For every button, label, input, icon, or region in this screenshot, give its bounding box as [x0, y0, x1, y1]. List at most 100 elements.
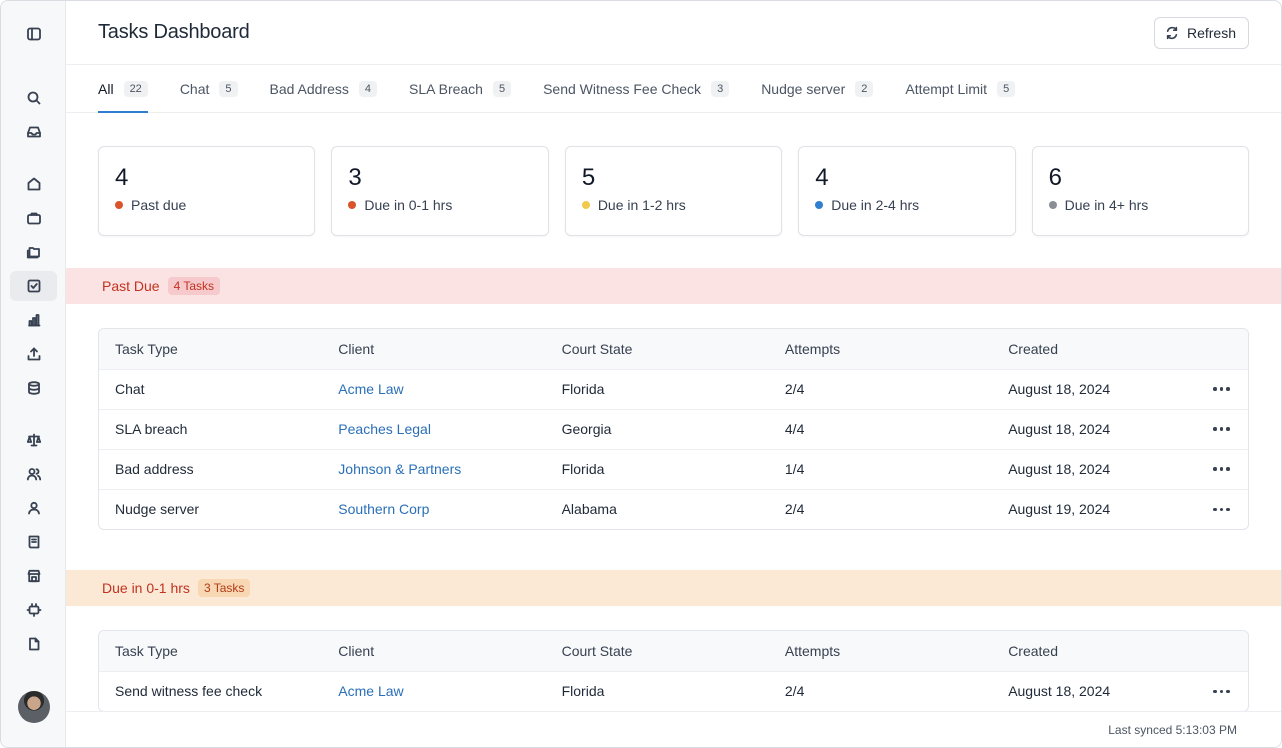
database-icon[interactable]: [10, 373, 57, 403]
client-link[interactable]: Johnson & Partners: [322, 448, 546, 489]
section-count-badge: 3 Tasks: [197, 579, 251, 597]
dashboard-content: 4 Past due 3 Due in 0-1 hrs 5 Due in 1-2…: [66, 113, 1281, 711]
card-label: Due in 2-4 hrs: [831, 197, 920, 213]
summary-card-due-0-1[interactable]: 3 Due in 0-1 hrs: [331, 146, 549, 236]
table-row[interactable]: Chat Acme Law Florida 2/4 August 18, 202…: [99, 368, 1248, 409]
table-row[interactable]: SLA breach Peaches Legal Georgia 4/4 Aug…: [99, 408, 1248, 449]
status-dot: [348, 201, 357, 209]
tab-count: 22: [123, 80, 148, 97]
upload-icon[interactable]: [10, 339, 57, 369]
tab-label: Attempt Limit: [905, 80, 988, 97]
status-dot: [581, 201, 590, 209]
scale-icon[interactable]: [10, 425, 57, 455]
tasks-icon[interactable]: [10, 271, 57, 301]
tab-count: 5: [997, 80, 1016, 97]
column-header-attempts: Attempts: [768, 329, 993, 369]
summary-card-due-2-4[interactable]: 4 Due in 2-4 hrs: [798, 146, 1016, 236]
refresh-button[interactable]: Refresh: [1153, 16, 1249, 49]
client-link[interactable]: Acme Law: [322, 670, 546, 711]
card-value: 3: [348, 164, 362, 191]
inbox-icon[interactable]: [10, 117, 57, 147]
summary-card-due-4-plus[interactable]: 6 Due in 4+ hrs: [1031, 146, 1250, 236]
column-header-attempts: Attempts: [768, 631, 993, 671]
avatar[interactable]: [18, 691, 50, 723]
tab-label: All: [98, 80, 114, 97]
cell-attempts: 2/4: [768, 368, 993, 409]
cell-court-state: Florida: [545, 448, 769, 489]
column-header-actions: [1195, 329, 1248, 369]
card-label: Past due: [131, 197, 187, 213]
sidebar: [1, 1, 66, 747]
tab-chat[interactable]: Chat 5: [180, 65, 238, 112]
tab-label: Chat: [179, 80, 210, 97]
summary-card-past-due[interactable]: 4 Past due: [98, 146, 316, 236]
more-options-icon[interactable]: [1211, 419, 1232, 439]
briefcase-icon[interactable]: [10, 203, 57, 233]
status-dot: [115, 201, 123, 209]
card-label: Due in 0-1 hrs: [364, 197, 453, 213]
folders-icon[interactable]: [10, 237, 57, 267]
more-options-icon[interactable]: [1211, 499, 1232, 519]
store-icon[interactable]: [10, 561, 57, 591]
cell-task-type: Bad address: [99, 448, 323, 489]
section-title: Due in 0-1 hrs: [102, 580, 190, 596]
chart-icon[interactable]: [10, 305, 57, 335]
column-header-client: Client: [322, 631, 546, 671]
tab-count: 2: [855, 80, 874, 97]
tab-label: SLA Breach: [409, 80, 483, 97]
page-title: Tasks Dashboard: [98, 21, 250, 43]
tab-count: 3: [711, 80, 730, 97]
more-options-icon[interactable]: [1211, 379, 1232, 399]
summary-card-due-1-2[interactable]: 5 Due in 1-2 hrs: [564, 146, 783, 236]
client-link[interactable]: Acme Law: [322, 368, 546, 409]
column-header-court-state: Court State: [545, 631, 769, 671]
cell-attempts: 2/4: [768, 670, 993, 711]
table-row[interactable]: Nudge server Southern Corp Alabama 2/4 A…: [99, 488, 1248, 529]
table-row[interactable]: Send witness fee check Acme Law Florida …: [99, 670, 1248, 711]
cell-created: August 18, 2024: [992, 670, 1196, 711]
users-icon[interactable]: [10, 459, 57, 489]
summary-cards: 4 Past due 3 Due in 0-1 hrs 5 Due in 1-2…: [66, 113, 1281, 236]
more-options-icon[interactable]: [1211, 681, 1232, 701]
client-link[interactable]: Peaches Legal: [322, 408, 546, 449]
section-title: Past Due: [102, 278, 160, 294]
section-count-badge: 4 Tasks: [167, 277, 221, 295]
card-value: 4: [815, 164, 829, 191]
cell-created: August 18, 2024: [992, 448, 1196, 489]
tab-nudge-server[interactable]: Nudge server 2: [761, 65, 874, 112]
card-value: 6: [1048, 164, 1062, 191]
home-icon[interactable]: [10, 169, 57, 199]
receipt-icon[interactable]: [10, 527, 57, 557]
column-header-created: Created: [992, 329, 1196, 369]
search-icon[interactable]: [10, 83, 57, 113]
table-row[interactable]: Bad address Johnson & Partners Florida 1…: [99, 448, 1248, 489]
column-header-created: Created: [992, 631, 1196, 671]
client-link[interactable]: Southern Corp: [322, 488, 546, 529]
card-value: 4: [115, 164, 129, 191]
card-value: 5: [581, 164, 596, 191]
integration-icon[interactable]: [10, 595, 57, 625]
document-icon[interactable]: [10, 629, 57, 659]
cell-court-state: Georgia: [545, 408, 769, 449]
cell-task-type: SLA breach: [99, 408, 323, 449]
user-icon[interactable]: [10, 493, 57, 523]
column-header-task-type: Task Type: [99, 631, 323, 671]
more-options-icon[interactable]: [1211, 459, 1232, 479]
refresh-label: Refresh: [1186, 24, 1236, 41]
tab-attempt-limit[interactable]: Attempt Limit 5: [905, 65, 1016, 112]
cell-court-state: Florida: [545, 368, 769, 409]
tab-sla-breach[interactable]: SLA Breach 5: [409, 65, 512, 112]
tab-all[interactable]: All 22: [98, 65, 148, 113]
last-synced-text: Last synced 5:13:03 PM: [1108, 722, 1237, 737]
panel-toggle-icon[interactable]: [10, 19, 57, 49]
cell-attempts: 1/4: [768, 448, 993, 489]
page-header: Tasks Dashboard Refresh: [66, 1, 1281, 65]
due-0-1-table: Task Type Client Court State Attempts Cr…: [98, 630, 1249, 711]
card-label: Due in 1-2 hrs: [597, 197, 686, 213]
tab-count: 5: [492, 80, 512, 97]
tab-count: 4: [358, 80, 378, 97]
tab-label: Bad Address: [269, 80, 349, 97]
tab-bad-address[interactable]: Bad Address 4: [270, 65, 378, 112]
tab-send-witness-fee-check[interactable]: Send Witness Fee Check 3: [543, 65, 730, 112]
